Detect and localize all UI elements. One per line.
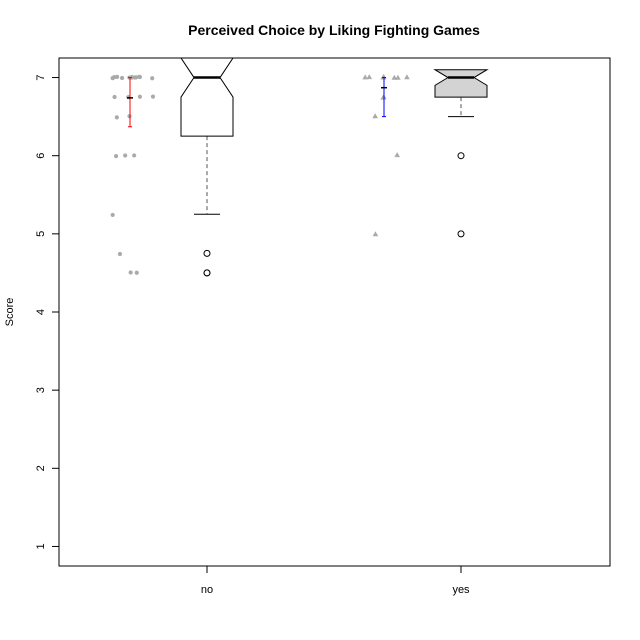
raw-point bbox=[150, 76, 155, 81]
y-tick-label: 2 bbox=[35, 465, 47, 471]
y-axis: 1 2 3 4 5 6 7 bbox=[35, 74, 59, 550]
raw-point bbox=[110, 212, 115, 218]
raw-point bbox=[395, 74, 401, 80]
y-tick-label: 3 bbox=[35, 387, 47, 393]
outlier-point bbox=[203, 249, 211, 257]
x-tick-label: no bbox=[201, 584, 213, 596]
raw-point bbox=[110, 76, 115, 81]
raw-point bbox=[113, 154, 119, 159]
raw-point bbox=[114, 115, 119, 120]
y-tick-label: 1 bbox=[35, 543, 47, 549]
y-tick-label: 6 bbox=[35, 153, 47, 159]
raw-point bbox=[112, 94, 117, 100]
raw-point bbox=[391, 74, 398, 80]
box bbox=[433, 69, 489, 98]
raw-point bbox=[123, 153, 128, 158]
raw-point bbox=[380, 74, 386, 80]
raw-point bbox=[115, 74, 120, 79]
y-axis-label: Score bbox=[4, 298, 16, 327]
raw-point bbox=[137, 94, 143, 99]
raw-point bbox=[150, 94, 156, 99]
raw-point bbox=[117, 251, 123, 257]
raw-point bbox=[362, 74, 368, 80]
x-axis: no yes bbox=[201, 566, 470, 596]
raw-point bbox=[128, 270, 133, 275]
boxplots bbox=[180, 58, 489, 277]
raw-point bbox=[404, 74, 410, 80]
raw-point bbox=[134, 270, 139, 275]
x-tick-label: yes bbox=[452, 584, 470, 596]
box bbox=[180, 58, 234, 137]
raw-point bbox=[372, 231, 379, 237]
raw-point bbox=[394, 152, 400, 158]
outlier-point bbox=[457, 230, 465, 238]
raw-point bbox=[119, 75, 125, 81]
y-tick-label: 5 bbox=[35, 231, 47, 237]
raw-point bbox=[132, 153, 137, 158]
mean-ci-bars bbox=[127, 77, 387, 128]
raw-point bbox=[372, 113, 378, 119]
y-tick-label: 4 bbox=[35, 309, 47, 315]
outlier-point bbox=[203, 269, 211, 277]
outlier-point bbox=[457, 152, 465, 160]
y-tick-label: 7 bbox=[35, 74, 47, 80]
raw-points bbox=[110, 73, 410, 275]
plot-frame bbox=[58, 57, 611, 567]
raw-point bbox=[137, 74, 143, 80]
raw-point bbox=[132, 75, 137, 80]
raw-point bbox=[366, 74, 373, 80]
chart-title: Perceived Choice by Liking Fighting Game… bbox=[188, 22, 480, 38]
